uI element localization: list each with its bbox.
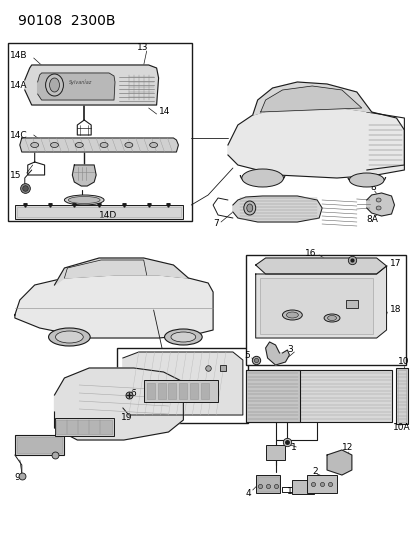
Text: 19: 19 <box>121 413 132 422</box>
Bar <box>345 300 357 308</box>
Ellipse shape <box>375 198 380 202</box>
Ellipse shape <box>149 142 157 148</box>
Text: 9: 9 <box>15 472 21 481</box>
Ellipse shape <box>50 78 59 92</box>
Polygon shape <box>25 65 158 105</box>
Text: 14C: 14C <box>10 131 28 140</box>
Ellipse shape <box>241 169 283 187</box>
Text: 14B: 14B <box>10 52 27 61</box>
Text: 10: 10 <box>397 358 409 367</box>
Text: 14A: 14A <box>10 80 27 90</box>
Polygon shape <box>255 258 386 274</box>
Text: 90108  2300B: 90108 2300B <box>18 14 115 28</box>
Text: 8A: 8A <box>366 215 377 224</box>
Text: 2: 2 <box>311 467 317 477</box>
Polygon shape <box>366 193 394 216</box>
Ellipse shape <box>45 74 63 96</box>
Ellipse shape <box>246 204 252 212</box>
Bar <box>168 383 176 399</box>
Text: 8: 8 <box>370 183 375 192</box>
Ellipse shape <box>31 142 38 148</box>
Bar <box>245 370 299 422</box>
Bar <box>15 435 64 455</box>
Polygon shape <box>233 196 321 222</box>
Ellipse shape <box>323 314 339 322</box>
Text: 14D: 14D <box>99 211 117 220</box>
Ellipse shape <box>64 195 104 205</box>
Polygon shape <box>228 105 404 178</box>
Text: 10A: 10A <box>392 424 409 432</box>
Bar <box>265 445 285 460</box>
Text: 5: 5 <box>243 351 249 360</box>
Bar <box>190 383 198 399</box>
Bar <box>143 380 218 402</box>
Bar <box>397 370 406 422</box>
Polygon shape <box>72 165 96 186</box>
Bar <box>146 383 154 399</box>
Polygon shape <box>260 86 361 112</box>
Polygon shape <box>55 368 183 440</box>
Polygon shape <box>38 73 115 100</box>
Ellipse shape <box>327 316 336 320</box>
Ellipse shape <box>75 142 83 148</box>
Ellipse shape <box>282 310 301 320</box>
Ellipse shape <box>100 142 108 148</box>
Ellipse shape <box>349 173 383 187</box>
Text: 18: 18 <box>389 305 400 314</box>
Bar <box>157 383 165 399</box>
Polygon shape <box>15 275 213 338</box>
Bar <box>259 278 372 334</box>
Text: 11: 11 <box>287 488 298 497</box>
Text: 1: 1 <box>291 443 297 453</box>
Bar <box>17 207 181 217</box>
Bar <box>8 43 192 221</box>
Bar <box>292 480 313 494</box>
Text: 13: 13 <box>136 44 148 52</box>
Polygon shape <box>326 450 351 475</box>
Bar <box>201 383 209 399</box>
Ellipse shape <box>243 201 255 215</box>
Ellipse shape <box>55 331 83 343</box>
Text: 17: 17 <box>389 259 400 268</box>
Bar <box>15 205 183 219</box>
Ellipse shape <box>171 332 195 342</box>
Bar <box>116 348 247 423</box>
Polygon shape <box>123 352 242 415</box>
Bar <box>396 368 407 424</box>
Ellipse shape <box>286 312 298 318</box>
Bar <box>55 418 114 436</box>
Text: 16: 16 <box>304 248 316 257</box>
Bar <box>257 477 278 491</box>
Text: 14: 14 <box>158 108 170 117</box>
Polygon shape <box>20 138 178 152</box>
Ellipse shape <box>50 142 58 148</box>
Polygon shape <box>255 266 386 338</box>
Bar <box>17 437 62 453</box>
Ellipse shape <box>375 206 380 210</box>
Bar <box>306 475 336 493</box>
Polygon shape <box>55 258 188 285</box>
Text: 7: 7 <box>213 220 218 229</box>
Text: 15: 15 <box>10 171 21 180</box>
Bar <box>255 475 280 493</box>
Ellipse shape <box>164 329 202 345</box>
Ellipse shape <box>125 142 133 148</box>
Bar <box>179 383 187 399</box>
Text: 3: 3 <box>287 345 292 354</box>
Polygon shape <box>265 342 289 365</box>
Ellipse shape <box>68 197 100 204</box>
Bar <box>245 370 392 422</box>
Text: 12: 12 <box>341 443 352 453</box>
Text: 6: 6 <box>131 389 136 398</box>
Ellipse shape <box>48 328 90 346</box>
Bar <box>56 420 112 434</box>
Text: 4: 4 <box>245 489 251 497</box>
Text: Sylvanîaz: Sylvanîaz <box>69 79 93 85</box>
Bar <box>245 255 406 365</box>
Polygon shape <box>252 82 371 115</box>
